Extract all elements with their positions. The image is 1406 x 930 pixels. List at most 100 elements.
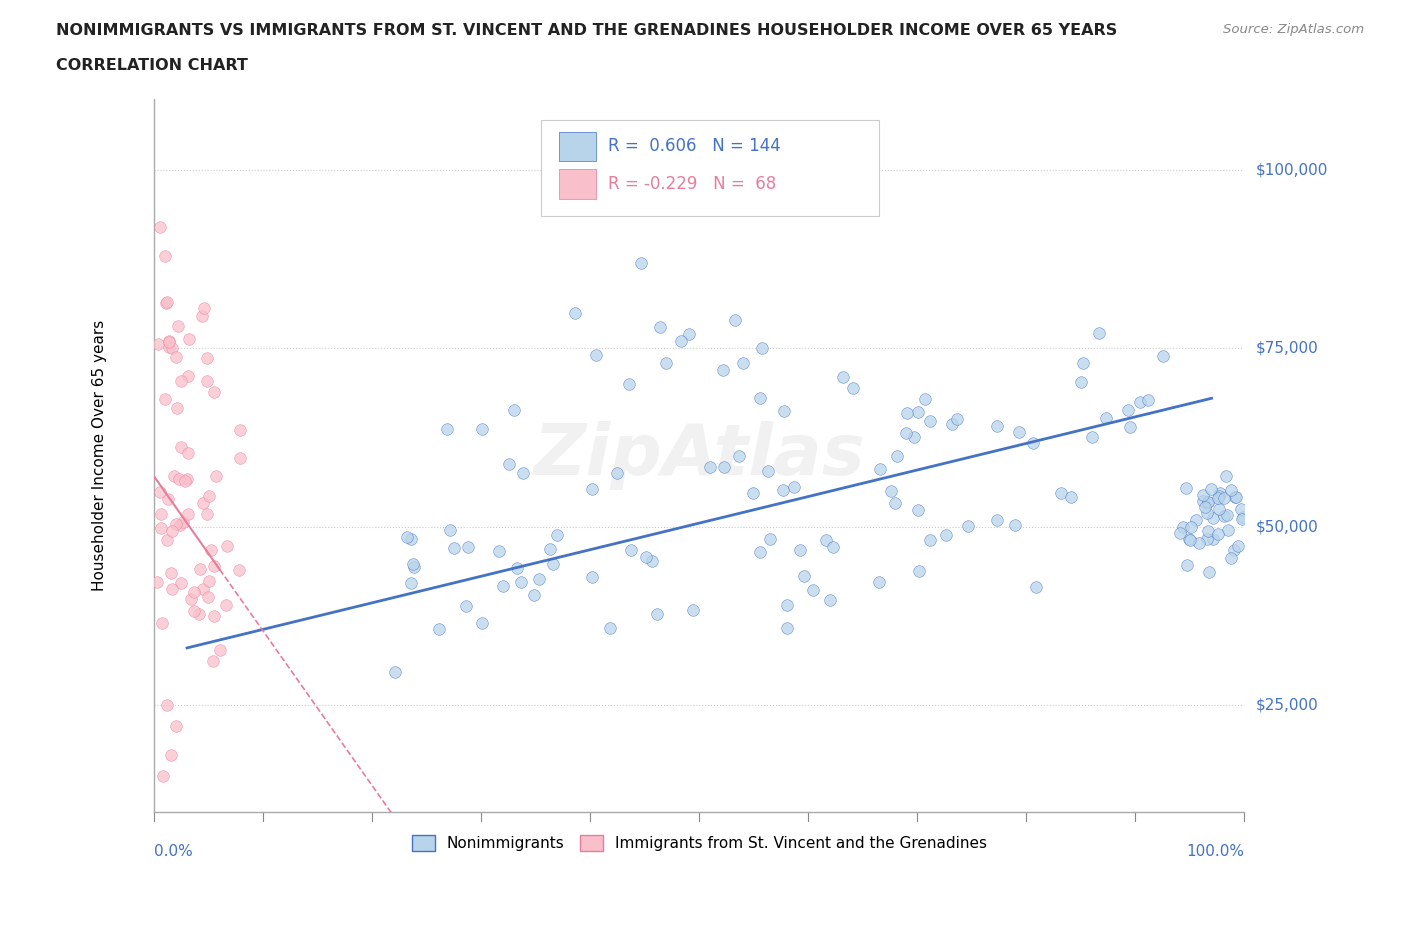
Point <box>1222 543 1244 558</box>
Point <box>543 557 565 572</box>
Point <box>1198 565 1220 579</box>
Text: $50,000: $50,000 <box>1256 519 1317 534</box>
Point <box>903 430 925 445</box>
Point <box>150 615 173 630</box>
Point <box>157 334 180 349</box>
Point <box>1232 510 1254 525</box>
Point <box>883 496 905 511</box>
Point <box>648 320 671 335</box>
Point <box>619 377 641 392</box>
Point <box>801 582 824 597</box>
Text: ZipAtlas: ZipAtlas <box>533 421 865 490</box>
Point <box>783 480 806 495</box>
Point <box>759 531 782 546</box>
Point <box>599 620 621 635</box>
FancyBboxPatch shape <box>541 120 879 217</box>
Point <box>1185 513 1208 528</box>
Point <box>1174 481 1197 496</box>
Point <box>488 544 510 559</box>
Point <box>1208 488 1230 503</box>
Point <box>157 339 180 354</box>
Point <box>183 604 205 618</box>
Point <box>711 363 734 378</box>
Point <box>395 530 418 545</box>
Point <box>1188 536 1211 551</box>
Point <box>215 538 238 553</box>
Point <box>724 312 747 327</box>
Point <box>169 518 191 533</box>
Point <box>907 405 929 419</box>
Point <box>191 496 214 511</box>
Point <box>880 484 903 498</box>
Point <box>713 460 735 475</box>
Point <box>1226 539 1249 554</box>
Point <box>1049 486 1071 501</box>
Point <box>146 575 169 590</box>
Point <box>920 414 942 429</box>
Point <box>682 603 704 618</box>
Point <box>165 350 187 365</box>
Point <box>1194 499 1216 514</box>
Point <box>160 565 183 580</box>
Point <box>173 473 195 488</box>
Point <box>896 405 918 420</box>
Point <box>1212 509 1234 524</box>
Point <box>818 592 841 607</box>
Point <box>510 575 533 590</box>
Point <box>197 574 219 589</box>
Point <box>1230 501 1253 516</box>
Point <box>1197 524 1219 538</box>
Point <box>471 616 494 631</box>
Point <box>1208 502 1230 517</box>
Point <box>402 557 425 572</box>
Point <box>751 341 773 356</box>
Point <box>205 469 228 484</box>
Text: $75,000: $75,000 <box>1256 341 1317 356</box>
Point <box>699 459 721 474</box>
Point <box>149 507 172 522</box>
Point <box>1215 469 1237 484</box>
Point <box>399 531 422 546</box>
Point <box>581 569 603 584</box>
Text: NONIMMIGRANTS VS IMMIGRANTS FROM ST. VINCENT AND THE GRENADINES HOUSEHOLDER INCO: NONIMMIGRANTS VS IMMIGRANTS FROM ST. VIN… <box>56 23 1118 38</box>
Point <box>1208 526 1230 541</box>
Point <box>443 540 465 555</box>
Point <box>427 621 450 636</box>
Point <box>1220 551 1243 565</box>
Point <box>1197 495 1219 510</box>
Point <box>191 309 214 324</box>
Point <box>815 533 838 548</box>
Point <box>886 448 908 463</box>
Point <box>1025 579 1047 594</box>
Point <box>1192 487 1215 502</box>
Point <box>197 589 219 604</box>
Point <box>160 581 183 596</box>
Point <box>1129 394 1152 409</box>
Point <box>439 523 461 538</box>
Point <box>156 698 179 712</box>
Point <box>1195 531 1218 546</box>
Point <box>167 318 190 333</box>
Point <box>669 334 692 349</box>
Text: $25,000: $25,000 <box>1256 698 1317 712</box>
Point <box>1216 523 1239 538</box>
Point <box>1219 482 1241 497</box>
Point <box>748 391 770 405</box>
Point <box>512 466 534 481</box>
Point <box>914 392 936 406</box>
Point <box>165 517 187 532</box>
Point <box>1213 490 1236 505</box>
Point <box>193 300 215 315</box>
Point <box>776 598 799 613</box>
Point <box>1137 392 1160 407</box>
Point <box>741 485 763 500</box>
Point <box>1197 495 1219 510</box>
Point <box>170 575 193 590</box>
Point <box>841 381 863 396</box>
Point <box>156 295 179 310</box>
Point <box>492 578 515 593</box>
Point <box>894 426 917 441</box>
Text: 100.0%: 100.0% <box>1187 844 1244 859</box>
Point <box>172 515 194 530</box>
Point <box>831 369 853 384</box>
